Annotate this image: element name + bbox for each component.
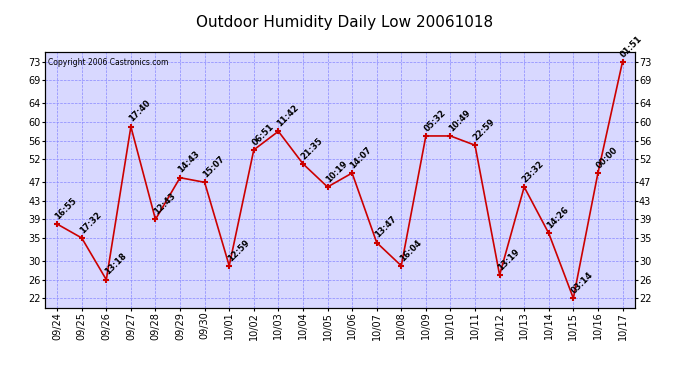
Text: 17:40: 17:40	[127, 99, 152, 124]
Text: 03:14: 03:14	[570, 270, 595, 296]
Text: 01:51: 01:51	[619, 34, 644, 59]
Text: 16:55: 16:55	[54, 196, 79, 221]
Text: 16:04: 16:04	[397, 238, 423, 263]
Text: Copyright 2006 Castronics.com: Copyright 2006 Castronics.com	[48, 58, 168, 67]
Text: 14:26: 14:26	[545, 205, 571, 231]
Text: 14:43: 14:43	[177, 150, 201, 175]
Text: 13:19: 13:19	[496, 247, 521, 272]
Text: 21:35: 21:35	[299, 136, 325, 161]
Text: 05:32: 05:32	[422, 108, 447, 133]
Text: 00:00: 00:00	[594, 145, 620, 170]
Text: 10:49: 10:49	[447, 108, 472, 133]
Text: 12:59: 12:59	[226, 238, 251, 263]
Text: 12:43: 12:43	[152, 191, 177, 217]
Text: 13:47: 13:47	[373, 214, 398, 240]
Text: Outdoor Humidity Daily Low 20061018: Outdoor Humidity Daily Low 20061018	[197, 15, 493, 30]
Text: 14:07: 14:07	[348, 145, 374, 170]
Text: 22:59: 22:59	[471, 117, 497, 142]
Text: 10:19: 10:19	[324, 159, 349, 184]
Text: 06:51: 06:51	[250, 122, 275, 147]
Text: 13:18: 13:18	[103, 252, 128, 277]
Text: 15:07: 15:07	[201, 154, 226, 180]
Text: 11:42: 11:42	[275, 103, 300, 129]
Text: 23:32: 23:32	[520, 159, 546, 184]
Text: 17:32: 17:32	[78, 210, 104, 235]
